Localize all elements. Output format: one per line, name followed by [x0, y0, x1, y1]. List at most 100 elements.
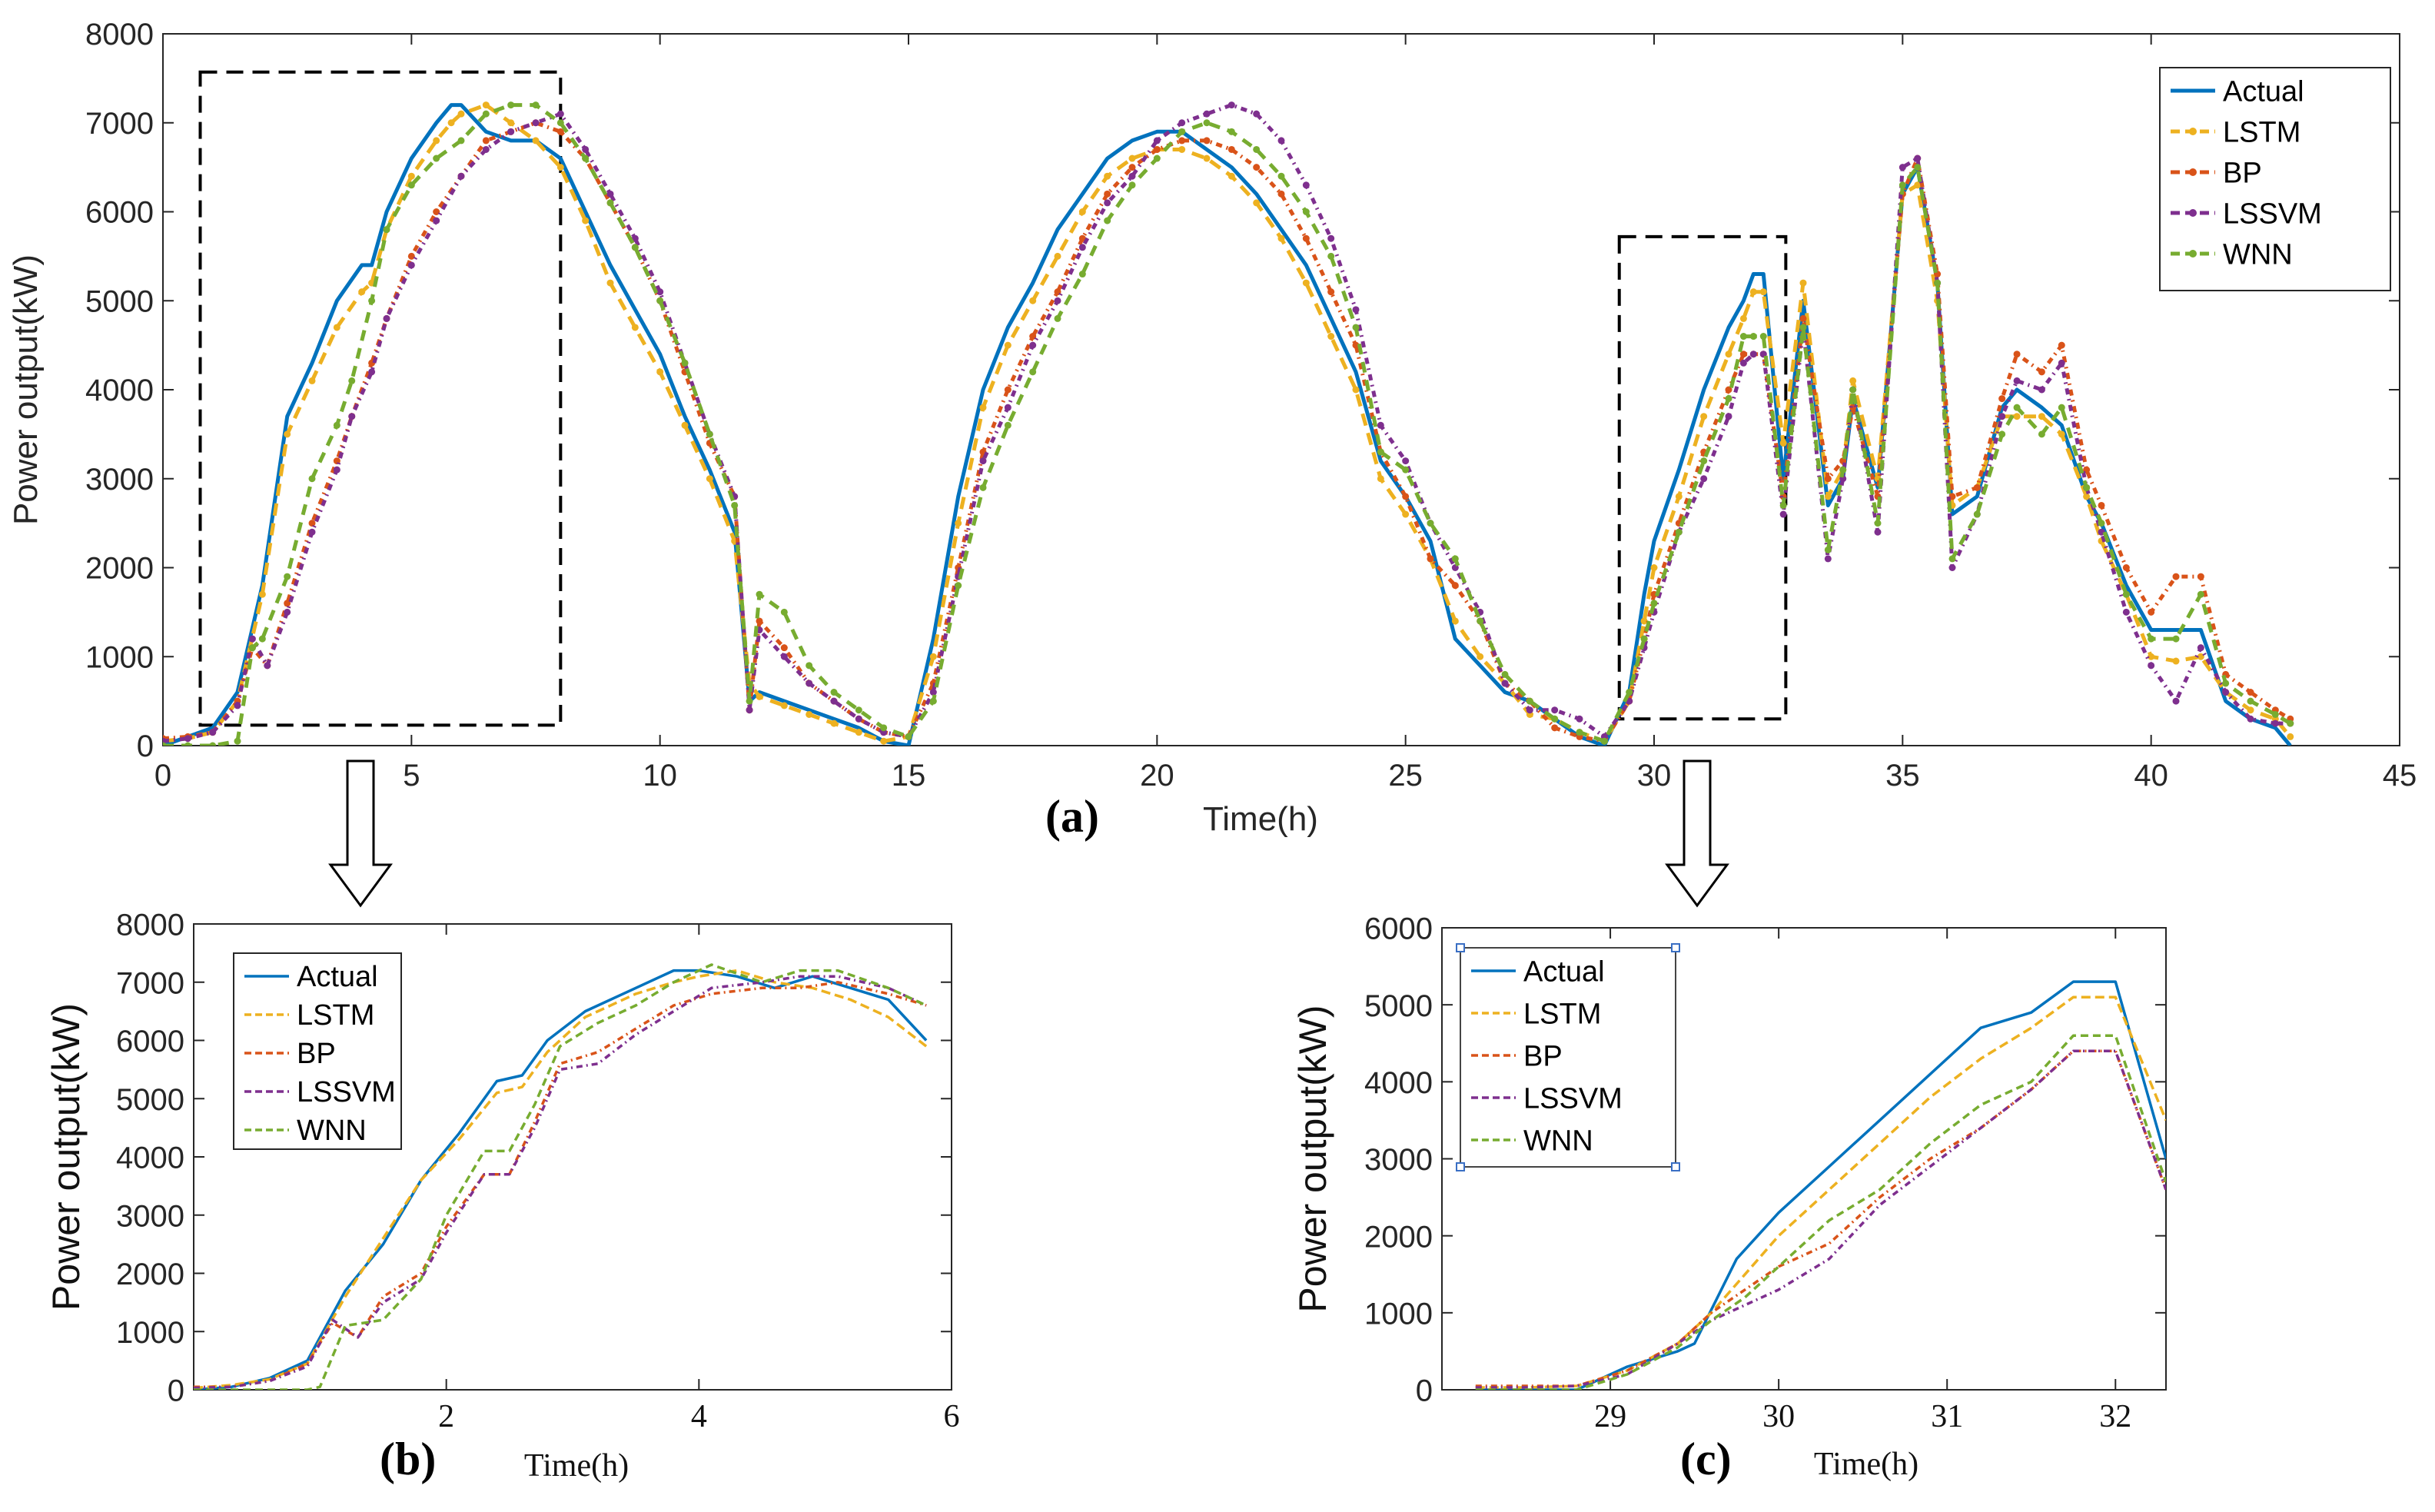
data-point-wnn [855, 706, 862, 714]
legend: Actual LSTM BP LSSVM WNN [1456, 943, 1680, 1171]
data-point-lssvm [780, 653, 788, 660]
x-tick-label: 15 [892, 759, 926, 793]
data-point-lstm [830, 719, 838, 727]
data-point-lstm [358, 288, 366, 296]
legend-label-lstm: LSTM [297, 999, 374, 1032]
data-point-bp [2098, 501, 2105, 509]
legend-box [233, 952, 402, 1150]
data-point-lstm [284, 430, 291, 438]
data-point-wnn [1640, 635, 1648, 643]
data-point-lstm [806, 710, 813, 718]
data-point-wnn [1451, 555, 1459, 563]
data-point-wnn [2287, 719, 2294, 727]
data-point-bp [1227, 145, 1235, 153]
data-point-lssvm [746, 706, 753, 714]
series-group [163, 101, 2294, 746]
panel-label-b: (b) [380, 1434, 436, 1484]
data-point-lssvm [482, 145, 490, 153]
data-point-lssvm [2247, 715, 2254, 723]
data-point-lssvm [1054, 297, 1061, 304]
data-point-lstm [1451, 617, 1459, 625]
x-axis-label: Time(h) [524, 1448, 629, 1484]
legend: Actual LSTM BP LSSVM WNN [2159, 67, 2391, 291]
data-point-lssvm [556, 110, 564, 118]
data-point-lssvm [2058, 359, 2065, 367]
data-point-bp [1799, 314, 1807, 322]
data-point-lssvm [1739, 359, 1747, 367]
data-point-lssvm [1302, 181, 1310, 189]
data-point-wnn [234, 737, 241, 745]
arrow-left-shape [328, 759, 393, 908]
data-point-lssvm [1749, 351, 1757, 358]
data-point-wnn [407, 181, 415, 189]
data-point-lstm [1327, 333, 1335, 341]
data-point-lstm [1749, 288, 1757, 296]
y-tick-label: 0 [168, 1374, 184, 1408]
data-point-lssvm [368, 368, 376, 376]
data-point-lssvm [1153, 137, 1161, 145]
data-point-bp [1004, 386, 1012, 394]
legend-label-wnn: WNN [2223, 239, 2293, 271]
data-point-lstm [1277, 234, 1285, 242]
x-tick-label: 31 [1931, 1399, 1963, 1434]
data-point-lstm [2197, 653, 2204, 660]
zoom-box-1 [198, 70, 563, 727]
legend-label-wnn: WNN [1523, 1125, 1593, 1158]
data-point-lstm [1078, 208, 1086, 215]
data-point-wnn [1849, 386, 1857, 394]
data-point-lstm [2172, 657, 2180, 665]
data-point-bp [1824, 475, 1832, 483]
data-point-wnn [582, 155, 590, 162]
data-point-lssvm [2038, 386, 2045, 394]
data-point-bp [308, 520, 316, 527]
data-point-lstm [447, 119, 455, 127]
legend-marker-lstm [2189, 128, 2197, 135]
data-point-wnn [1779, 501, 1787, 509]
data-point-bp [1253, 164, 1261, 171]
data-point-wnn [1302, 208, 1310, 215]
data-point-wnn [1078, 271, 1086, 278]
data-point-lstm [1402, 510, 1410, 518]
data-point-bp [1277, 190, 1285, 198]
data-point-lstm [1725, 351, 1732, 358]
data-point-lstm [880, 737, 888, 745]
data-point-lstm [1650, 564, 1658, 571]
data-point-lssvm [1377, 421, 1384, 429]
x-tick-label: 4 [691, 1399, 707, 1434]
data-point-lssvm [1029, 341, 1037, 349]
data-point-lssvm [1128, 172, 1136, 180]
y-tick-label: 0 [1416, 1374, 1433, 1408]
y-tick-label: 4000 [1364, 1066, 1433, 1100]
data-point-wnn [1178, 128, 1186, 135]
legend-marker-lssvm [2189, 209, 2197, 217]
data-point-lstm [756, 693, 763, 700]
arrow-to-panel-c [1665, 759, 1729, 908]
y-tick-label: 5000 [1364, 989, 1433, 1023]
data-point-wnn [1029, 368, 1037, 376]
data-point-lssvm [407, 261, 415, 269]
legend-box [1460, 947, 1676, 1168]
data-point-wnn [2148, 635, 2155, 643]
data-point-lssvm [1779, 510, 1787, 518]
data-point-bp [2172, 573, 2180, 580]
data-point-lstm [1352, 386, 1360, 394]
data-point-wnn [1759, 333, 1767, 341]
y-tick-label: 0 [137, 729, 154, 763]
data-point-wnn [333, 421, 341, 429]
data-point-lstm [2058, 430, 2065, 438]
y-tick-label: 3000 [85, 463, 154, 497]
data-point-bp [1402, 493, 1410, 500]
y-tick-label: 5000 [85, 284, 154, 318]
data-point-lssvm [1725, 413, 1732, 420]
data-point-wnn [656, 297, 664, 304]
data-point-lstm [1640, 617, 1648, 625]
legend: Actual LSTM BP LSSVM WNN [233, 952, 402, 1150]
data-point-wnn [482, 110, 490, 118]
data-point-lssvm [234, 702, 241, 709]
data-point-lstm [1675, 493, 1683, 500]
data-point-lssvm [1551, 706, 1559, 714]
data-point-wnn [1948, 555, 1956, 563]
data-point-lstm [1029, 297, 1037, 304]
data-point-lstm [1128, 155, 1136, 162]
legend-label-actual: Actual [2223, 76, 2304, 108]
